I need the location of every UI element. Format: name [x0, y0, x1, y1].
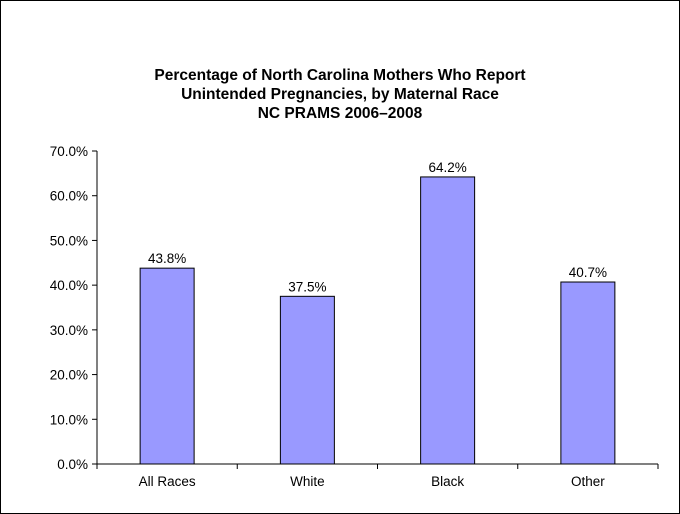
chart-title-line-2: Unintended Pregnancies, by Maternal Race: [181, 86, 499, 103]
category-label: White: [290, 474, 325, 489]
bar-all-races: [139, 267, 195, 465]
chart-title: Percentage of North Carolina Mothers Who…: [0, 66, 680, 123]
data-label: 37.5%: [288, 279, 326, 294]
y-tick-label: 50.0%: [50, 233, 88, 248]
data-label: 40.7%: [569, 265, 607, 280]
data-label: 43.8%: [148, 251, 186, 266]
data-label: 64.2%: [428, 160, 466, 175]
y-tick-label: 70.0%: [50, 144, 88, 159]
y-tick-label: 20.0%: [50, 368, 88, 383]
category-label: Other: [571, 474, 605, 489]
y-tick-label: 60.0%: [50, 189, 88, 204]
y-tick-label: 30.0%: [50, 323, 88, 338]
y-tick-label: 40.0%: [50, 278, 88, 293]
y-tick-label: 10.0%: [50, 412, 88, 427]
chart-title-line-3: NC PRAMS 2006–2008: [257, 105, 423, 122]
category-label: All Races: [139, 474, 196, 489]
y-tick-label: 0.0%: [57, 457, 88, 472]
bar-white: [279, 295, 335, 465]
chart-title-line-1: Percentage of North Carolina Mothers Who…: [154, 67, 526, 84]
bar-other: [560, 281, 616, 465]
bar-black: [420, 176, 476, 465]
category-label: Black: [431, 474, 464, 489]
